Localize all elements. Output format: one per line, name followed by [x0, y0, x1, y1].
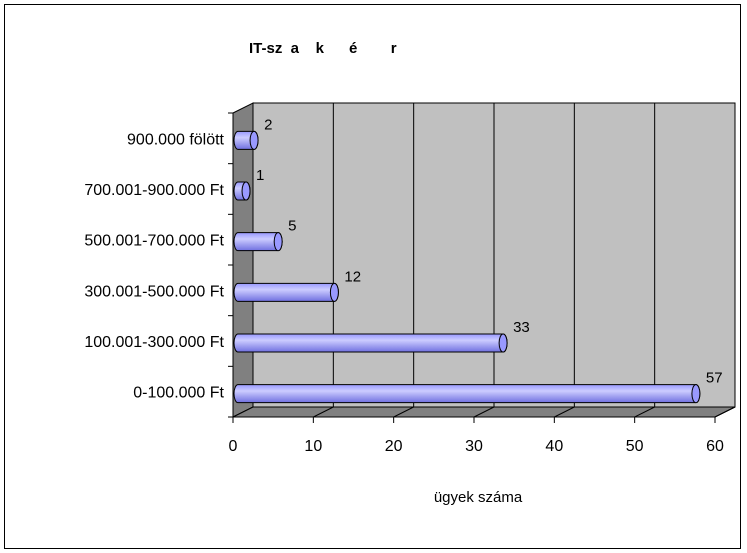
y-tick-label: 0-100.000 Ft — [133, 385, 224, 402]
x-tick-label: 0 — [229, 438, 238, 455]
chart-area: IT-sz a k é r 0 10 20 30 40 50 60 57 0-100.000 … — [4, 4, 741, 549]
plot-area: 0 10 20 30 40 50 60 57 0-100.000 Ft 33 100.001-30… — [84, 102, 736, 455]
data-label: 33 — [513, 319, 530, 336]
bar-end-cap — [249, 130, 259, 150]
chart-title: IT-sz a k é r — [249, 40, 397, 57]
x-tick-label: 60 — [706, 438, 724, 455]
floor-gridline — [473, 406, 495, 418]
bar-2 — [233, 282, 339, 302]
bar-end-cap — [498, 333, 508, 353]
x-tick-label: 30 — [465, 438, 483, 455]
x-tick-label: 40 — [545, 438, 563, 455]
x-tick-label: 50 — [626, 438, 644, 455]
floor-gridline — [313, 406, 334, 418]
floor-gridline — [393, 406, 414, 418]
bar-end-cap — [241, 181, 251, 201]
chart-canvas: IT-sz a k é r 0 10 20 30 40 50 60 57 0-100.000 … — [84, 40, 736, 506]
bar-end-cap — [691, 384, 701, 404]
bar-end-cap — [329, 282, 339, 302]
data-label: 57 — [706, 370, 723, 387]
floor-gridline — [714, 406, 736, 418]
data-label: 12 — [344, 268, 361, 285]
y-tick-label: 900.000 fölött — [127, 131, 225, 148]
y-tick-label: 500.001-700.000 Ft — [84, 233, 224, 250]
x-tick-label: 10 — [304, 438, 322, 455]
x-tick-label: 20 — [385, 438, 403, 455]
y-tick-label: 100.001-300.000 Ft — [84, 334, 224, 351]
bar-1 — [233, 333, 508, 353]
data-label: 5 — [288, 218, 296, 235]
x-axis-title: ügyek száma — [434, 489, 523, 506]
y-tick-label: 300.001-500.000 Ft — [84, 283, 224, 300]
y-tick-label: 700.001-900.000 Ft — [84, 182, 224, 199]
data-label: 1 — [256, 167, 264, 184]
bar-end-cap — [273, 232, 283, 252]
data-label: 2 — [264, 116, 272, 133]
floor-gridline — [554, 406, 575, 418]
floor-gridline — [634, 406, 655, 418]
bar-0 — [233, 384, 701, 404]
plot-side-wall — [232, 102, 254, 418]
